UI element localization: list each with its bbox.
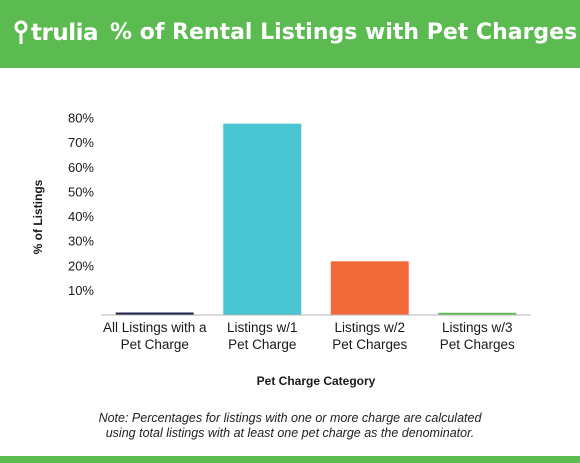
- bar-chart: 10% 20% 30% 40% 50% 60% 70% 80% All Listings wi…: [31, 111, 531, 388]
- y-tick-label: 50%: [68, 184, 94, 199]
- y-axis-title: % of Listings: [31, 179, 45, 254]
- footnote: Note: Percentages for listings with one …: [20, 411, 560, 441]
- category-label: All Listings with a: [103, 320, 207, 335]
- bars: [115, 123, 517, 315]
- location-pin-icon: [14, 20, 28, 44]
- y-tick-label: 30%: [68, 234, 94, 249]
- category-label: Listings w/2: [334, 320, 405, 335]
- footnote-line-2: using total listings with at least one p…: [105, 426, 475, 440]
- category-label: Pet Charge: [121, 337, 189, 352]
- x-axis-title: Pet Charge Category: [257, 374, 376, 388]
- logo-text: trulia: [31, 20, 99, 46]
- y-tick-label: 40%: [68, 209, 94, 224]
- category-labels: All Listings with a Pet Charge Listings w/…: [103, 320, 515, 352]
- y-tick-label: 80%: [68, 111, 94, 126]
- bar: [330, 261, 409, 315]
- y-tick-label: 70%: [68, 135, 94, 150]
- category-label: Pet Charges: [440, 337, 515, 352]
- bar: [115, 312, 194, 315]
- category-label: Pet Charge: [228, 337, 296, 352]
- y-tick-label: 10%: [68, 283, 94, 298]
- chart-title: % of Rental Listings with Pet Charges: [110, 20, 578, 45]
- bar: [438, 312, 517, 315]
- header-banner: trulia % of Rental Listings with Pet Cha…: [0, 0, 580, 68]
- footer-bar: [0, 456, 580, 463]
- category-label: Listings w/1: [227, 320, 298, 335]
- trulia-logo: trulia: [14, 18, 99, 48]
- category-label: Listings w/3: [442, 320, 513, 335]
- y-tick-label: 20%: [68, 258, 94, 273]
- footnote-line-1: Note: Percentages for listings with one …: [98, 411, 482, 425]
- category-label: Pet Charges: [332, 337, 407, 352]
- y-tick-label: 60%: [68, 160, 94, 175]
- bar: [223, 123, 302, 315]
- y-axis-ticks: 10% 20% 30% 40% 50% 60% 70% 80%: [68, 111, 94, 298]
